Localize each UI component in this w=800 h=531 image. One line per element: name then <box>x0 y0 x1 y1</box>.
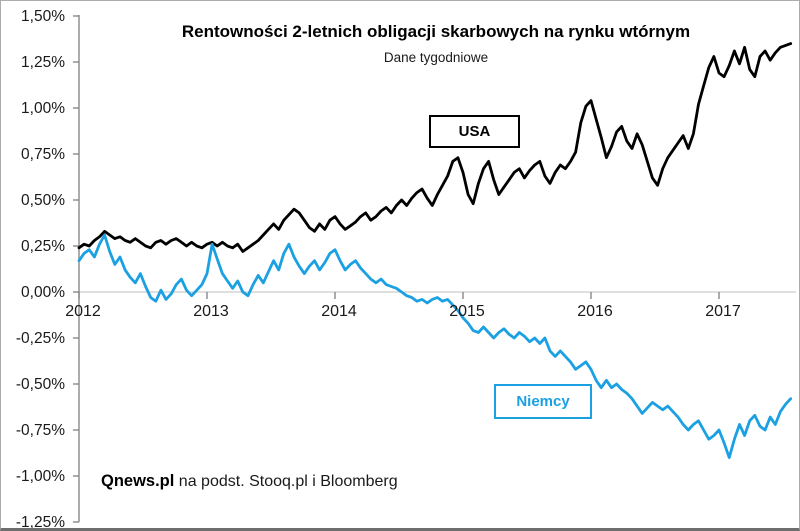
y-axis-tick-label: -1,00% <box>16 468 65 485</box>
x-axis-tick-label: 2016 <box>577 303 613 320</box>
x-axis-tick-label: 2013 <box>193 303 229 320</box>
y-axis-tick-label: -0,50% <box>16 376 65 393</box>
y-axis-tick-label: -0,25% <box>16 330 65 347</box>
source-brand: Qnews.pl <box>101 472 175 490</box>
chart-subtitle: Dane tygodniowe <box>383 50 489 65</box>
x-axis-tick-label: 2012 <box>65 303 101 320</box>
y-axis-tick-label: 0,00% <box>21 284 65 301</box>
source-detail: na podst. Stooq.pl i Bloomberg <box>174 473 398 490</box>
axis-layer <box>73 15 720 523</box>
chart-title: Rentowności 2-letnich obligacji skarbowy… <box>181 22 691 41</box>
y-axis-tick-label: -1,25% <box>16 514 65 531</box>
y-axis-tick-label: 1,00% <box>21 100 65 117</box>
y-axis-tick-label: 0,75% <box>21 146 65 163</box>
series-lines-layer <box>77 42 793 460</box>
y-axis-tick-label: 1,50% <box>21 8 65 25</box>
y-axis-tick-label: 0,25% <box>21 238 65 255</box>
x-axis-tick-label: 2014 <box>321 303 357 320</box>
tick-labels-layer: 1,50% 1,25% 1,00% 0,75% 0,50% 0,25% 0,00% -0,25… <box>16 8 741 531</box>
y-axis-tick-label: -0,75% <box>16 422 65 439</box>
usa-series-label: USA <box>429 115 520 148</box>
y-axis-tick-label: 1,25% <box>21 54 65 71</box>
y-axis-tick-label: 0,50% <box>21 192 65 209</box>
series-line-usa <box>77 42 793 253</box>
x-axis-tick-label: 2017 <box>705 303 741 320</box>
series-line-niemcy <box>77 233 793 460</box>
niemcy-series-label: Niemcy <box>494 384 592 419</box>
source-attribution: Qnews.pl na podst. Stooq.pl i Bloomberg <box>101 472 398 491</box>
x-axis-tick-label: 2015 <box>449 303 485 320</box>
